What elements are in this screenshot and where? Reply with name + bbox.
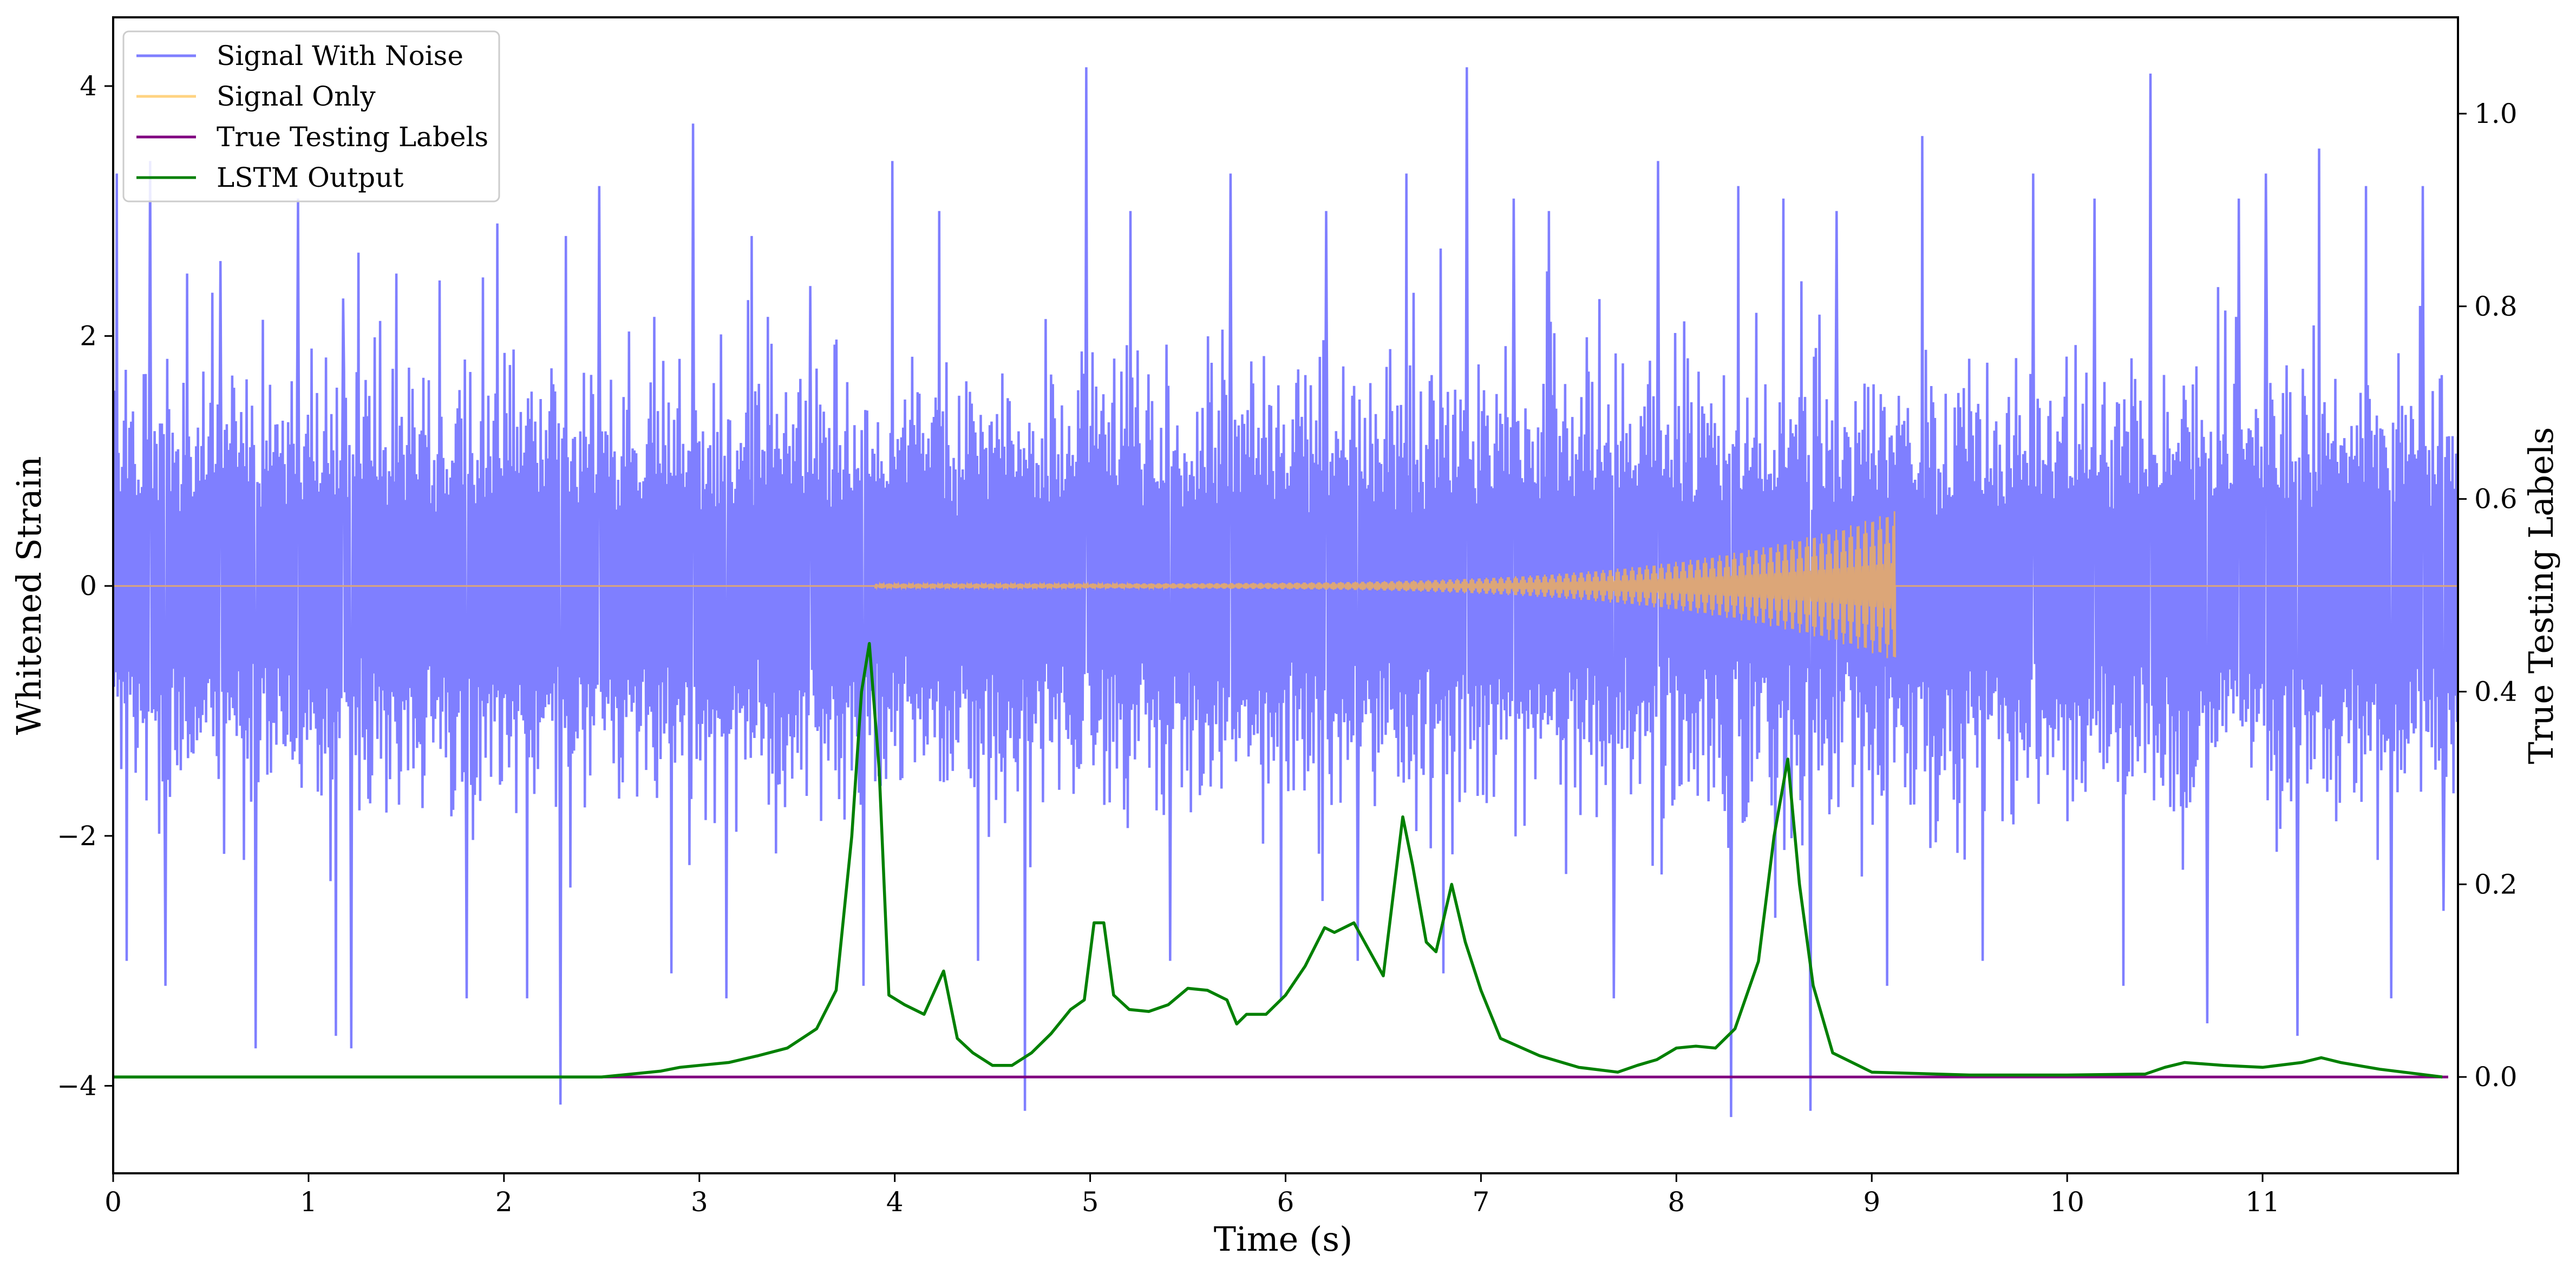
- y-right-tick-label: 0.6: [2474, 484, 2518, 515]
- signal-only-line: [113, 511, 2458, 658]
- y-axis-right-ticks: 0.0 0.2 0.4 0.6 0.8 1.0: [2458, 98, 2518, 1093]
- x-tick-label: 9: [1863, 1186, 1880, 1218]
- signal-with-noise-line: [113, 67, 2458, 1118]
- x-tick-label: 2: [495, 1186, 513, 1218]
- legend-box: [122, 30, 500, 202]
- y-left-tick-label: 4: [80, 70, 97, 102]
- x-tick-label: 5: [1082, 1186, 1099, 1218]
- y-left-tick-label: −2: [57, 820, 97, 852]
- x-tick-label: 7: [1473, 1186, 1490, 1218]
- y-axis-left-title: Whitened Strain: [9, 456, 49, 735]
- y-axis-left-ticks: −4 −2 0 2 4: [57, 70, 113, 1101]
- x-tick-label: 0: [104, 1186, 122, 1218]
- x-tick-label: 1: [300, 1186, 317, 1218]
- lstm-output-line: [113, 642, 2443, 1079]
- x-tick-label: 10: [2050, 1186, 2084, 1218]
- legend-label-true-testing-labels: True Testing Labels: [217, 121, 488, 153]
- y-left-tick-label: −4: [57, 1070, 97, 1101]
- x-axis-title: Time (s): [1214, 1219, 1353, 1259]
- y-left-tick-label: 2: [80, 321, 97, 352]
- y-right-tick-label: 1.0: [2474, 98, 2518, 129]
- y-right-tick-label: 0.0: [2474, 1061, 2518, 1093]
- x-tick-label: 4: [886, 1186, 904, 1218]
- x-tick-label: 11: [2245, 1186, 2280, 1218]
- legend-label-lstm-output: LSTM Output: [217, 162, 403, 193]
- x-axis-ticks: 0 1 2 3 4 5 6 7 8 9 10 11: [104, 1173, 2280, 1218]
- x-tick-label: 6: [1277, 1186, 1294, 1218]
- y-axis-right-title: True Testing Labels: [2521, 427, 2561, 765]
- y-right-tick-label: 0.8: [2474, 291, 2518, 322]
- y-left-tick-label: 0: [80, 570, 97, 602]
- legend-label-signal-only: Signal Only: [217, 81, 376, 112]
- x-tick-label: 3: [691, 1186, 708, 1218]
- y-right-tick-label: 0.2: [2474, 868, 2518, 900]
- y-right-tick-label: 0.4: [2474, 676, 2518, 707]
- legend-label-signal-with-noise: Signal With Noise: [217, 40, 463, 71]
- x-tick-label: 8: [1668, 1186, 1685, 1218]
- plot-area: [113, 67, 2458, 1118]
- legend: Signal With Noise Signal Only True Testi…: [122, 30, 500, 202]
